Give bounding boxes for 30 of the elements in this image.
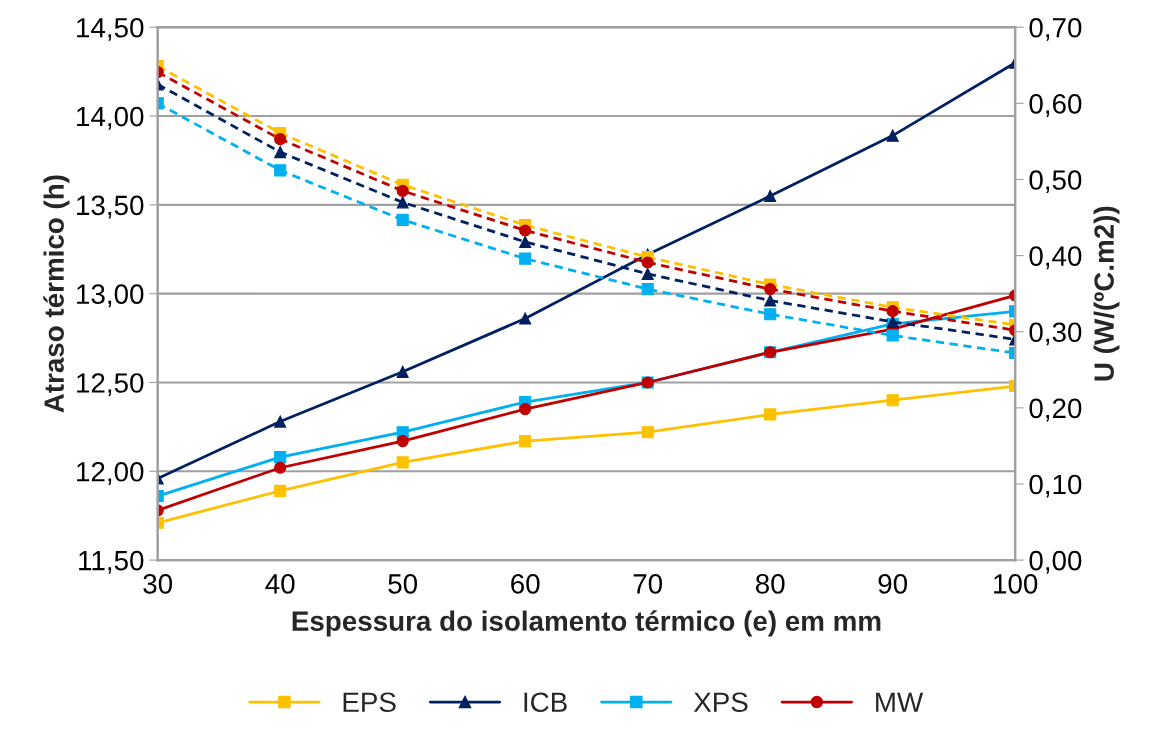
x-axis-title: Espessura do isolamento térmico (e) em mm <box>292 610 881 637</box>
y-axis-title: Atraso térmico (h) <box>43 175 70 413</box>
y2-tick-label: 0,00 <box>1029 550 1082 574</box>
y-tick-label: 12,00 <box>77 461 144 485</box>
y2-tick-label: 0,50 <box>1029 170 1082 194</box>
x-tick-label: 60 <box>511 574 540 594</box>
y2-axis-title: U (W/(ºC.m2)) <box>1093 206 1120 381</box>
y2-tick-label: 0,70 <box>1029 17 1082 41</box>
x-tick-label: 100 <box>994 574 1038 594</box>
legend-label: XPS <box>693 692 748 713</box>
y2-tick-label: 0,60 <box>1029 94 1082 117</box>
y-tick-label: 12,50 <box>77 373 144 397</box>
y-tick-label: 13,00 <box>77 284 144 308</box>
legend-label: MW <box>876 692 924 712</box>
y2-tick-label: 0,30 <box>1029 322 1082 346</box>
x-tick-label: 70 <box>633 574 663 594</box>
y2-tick-label: 0,10 <box>1029 474 1082 498</box>
y-tick-label: 11,50 <box>79 550 144 574</box>
y-tick-label: 14,50 <box>77 17 144 41</box>
x-tick-label: 90 <box>878 574 908 594</box>
x-tick-label: 80 <box>755 574 785 594</box>
legend-label: ICB <box>524 692 567 713</box>
y-tick-label: 14,00 <box>77 106 144 130</box>
y2-tick-label: 0,20 <box>1029 398 1082 422</box>
legend-label: EPS <box>343 692 396 713</box>
x-tick-label: 30 <box>143 574 173 594</box>
x-tick-label: 40 <box>265 574 295 594</box>
y2-tick-label: 0,40 <box>1029 246 1082 270</box>
y-tick-label: 13,50 <box>77 195 144 219</box>
x-tick-label: 50 <box>388 574 418 594</box>
